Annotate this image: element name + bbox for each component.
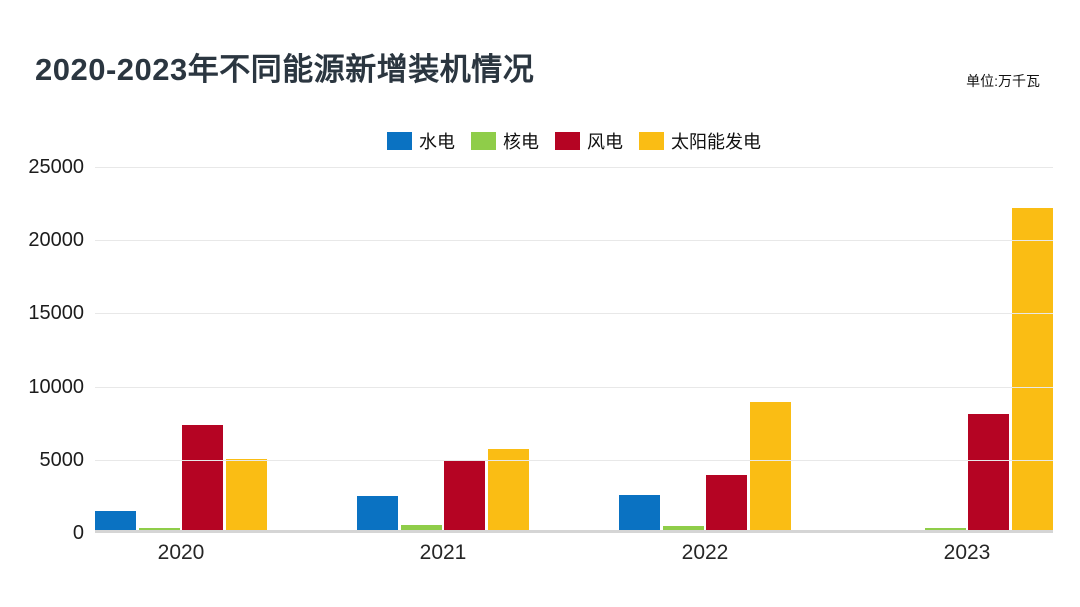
bar — [619, 495, 660, 530]
bar — [357, 496, 398, 530]
x-tick-label: 2022 — [681, 541, 729, 564]
bar — [924, 528, 966, 530]
chart-title: 2020-2023年不同能源新增装机情况 — [35, 52, 535, 87]
bar — [138, 528, 180, 530]
bar — [968, 414, 1010, 530]
x-tick-label: 2023 — [943, 541, 991, 564]
bar — [400, 525, 442, 530]
legend-swatch — [471, 132, 496, 150]
legend: 水电 核电 风电 太阳能发电 — [95, 129, 1053, 153]
bar — [487, 449, 529, 530]
gridline — [95, 313, 1053, 315]
legend-item: 风电 — [555, 128, 623, 154]
legend-item: 核电 — [471, 128, 539, 154]
x-tick-label: 2021 — [419, 541, 467, 564]
legend-swatch — [555, 132, 580, 150]
bar — [95, 511, 136, 530]
bar — [182, 425, 224, 530]
legend-label: 核电 — [503, 132, 539, 152]
y-tick-label: 0 — [72, 522, 84, 544]
bar — [1011, 208, 1053, 530]
legend-swatch — [639, 132, 664, 150]
bar-group: 2021 — [357, 167, 529, 564]
y-tick-label: 25000 — [28, 156, 84, 178]
bar-group: 2022 — [619, 167, 791, 564]
y-tick-label: 15000 — [28, 302, 84, 325]
legend-label: 水电 — [419, 132, 455, 152]
gridline — [95, 240, 1053, 242]
bar-groups: 2020 2021 2022 2023 — [95, 167, 1053, 564]
bar — [706, 475, 748, 530]
legend-label: 太阳能发电 — [671, 132, 761, 152]
legend-label: 风电 — [587, 132, 623, 152]
bar — [749, 402, 791, 530]
legend-item: 水电 — [387, 128, 455, 154]
gridline — [95, 459, 1053, 461]
x-tick-label: 2020 — [157, 541, 205, 564]
y-tick-label: 10000 — [28, 375, 84, 398]
bar-group: 2023 — [881, 167, 1053, 564]
bar — [662, 526, 704, 530]
y-tick-label: 20000 — [28, 229, 84, 252]
y-axis: 0 5000 10000 15000 20000 25000 — [0, 156, 85, 544]
gridline — [95, 386, 1053, 388]
gridline — [95, 167, 1053, 168]
bar-group: 2020 — [95, 167, 267, 564]
plot-area: 2020 2021 2022 2023 — [95, 167, 1053, 564]
y-tick-label: 5000 — [39, 448, 85, 471]
bar — [444, 460, 486, 530]
bar — [225, 459, 267, 530]
legend-swatch — [387, 132, 412, 150]
legend-item: 太阳能发电 — [639, 128, 761, 154]
unit-label: 单位:万千瓦 — [966, 73, 1040, 89]
